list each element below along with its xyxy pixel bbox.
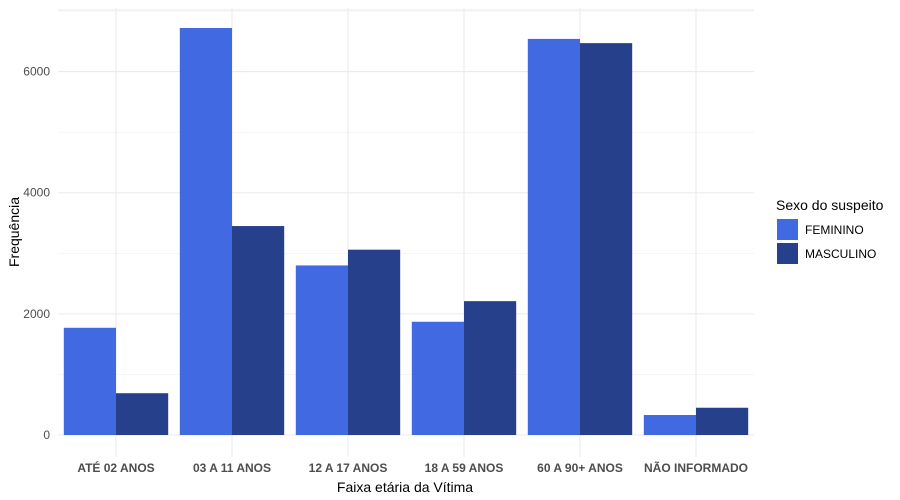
bar-feminino-5 — [643, 415, 696, 435]
bar-feminino-1 — [179, 28, 232, 435]
x-tick-label: NÃO INFORMADO — [644, 460, 748, 475]
bar-masculino-4 — [580, 43, 633, 436]
x-axis-ticks: ATÉ 02 ANOS 03 A 11 ANOS 12 A 17 ANOS 18 A … — [77, 460, 748, 475]
bar-masculino-0 — [116, 393, 169, 435]
legend-swatch-masculino — [777, 243, 798, 264]
y-axis-title: Frequência — [6, 197, 22, 267]
bar-feminino-3 — [411, 321, 464, 435]
x-tick-label: 12 A 17 ANOS — [309, 461, 388, 475]
y-tick-label: 6000 — [23, 65, 50, 79]
x-tick-label: 03 A 11 ANOS — [193, 461, 271, 475]
bar-feminino-0 — [63, 327, 116, 435]
x-axis-title: Faixa etária da Vítima — [337, 479, 473, 495]
y-tick-label: 0 — [43, 428, 50, 442]
bar-masculino-3 — [464, 301, 517, 435]
bar-feminino-2 — [295, 265, 348, 435]
legend-title: Sexo do suspeito — [776, 197, 884, 213]
x-tick-label: 18 A 59 ANOS — [425, 461, 504, 475]
gridlines — [58, 8, 754, 457]
bar-feminino-4 — [527, 38, 580, 435]
legend: Sexo do suspeito FEMININO MASCULINO — [776, 197, 884, 264]
y-tick-label: 2000 — [23, 307, 50, 321]
bar-masculino-2 — [348, 249, 401, 435]
y-axis-ticks: 0 2000 4000 6000 — [23, 65, 50, 442]
y-tick-label: 4000 — [23, 186, 50, 200]
legend-swatch-feminino — [777, 219, 798, 240]
bar-masculino-5 — [696, 407, 749, 435]
bar-masculino-1 — [232, 226, 285, 435]
legend-label-feminino: FEMININO — [805, 223, 864, 237]
legend-label-masculino: MASCULINO — [805, 247, 876, 261]
x-tick-label: 60 A 90+ ANOS — [537, 461, 623, 475]
x-tick-label: ATÉ 02 ANOS — [77, 460, 154, 475]
bars — [63, 28, 749, 436]
